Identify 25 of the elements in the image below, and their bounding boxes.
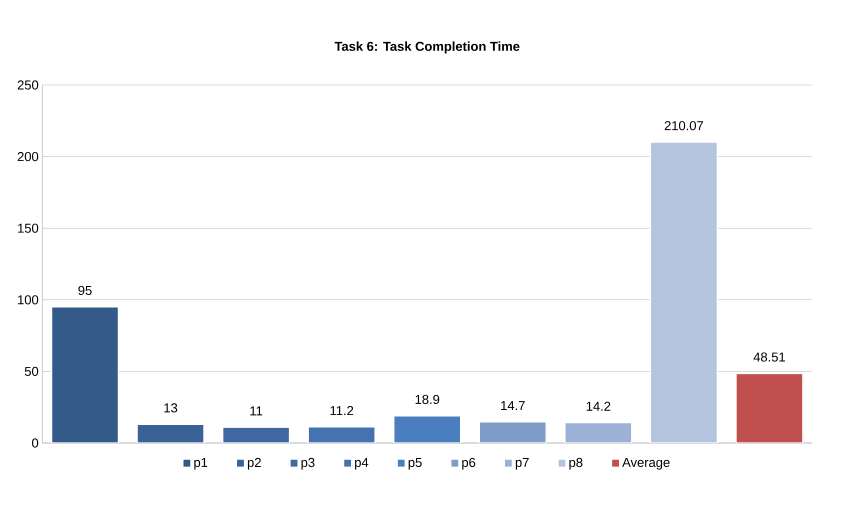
legend-label: p5 xyxy=(408,458,422,470)
legend-label: p4 xyxy=(355,458,368,470)
y-tick-label: 50 xyxy=(24,366,38,376)
y-tick-label: 0 xyxy=(32,438,38,448)
data-label: 14.2 xyxy=(586,402,610,411)
data-label: 11 xyxy=(250,406,262,416)
y-tick-label: 250 xyxy=(18,80,38,90)
y-tick-label: 150 xyxy=(18,224,38,233)
legend-label: Average xyxy=(622,458,670,470)
data-label: 18.9 xyxy=(416,394,440,404)
data-label: 48.51 xyxy=(754,352,786,362)
y-tick-label: 200 xyxy=(18,152,38,162)
data-label: 95 xyxy=(78,286,92,296)
legend-label: p2 xyxy=(248,458,261,470)
data-label: 13 xyxy=(164,403,178,412)
data-label: 14.7 xyxy=(501,401,525,410)
data-label: 11.2 xyxy=(330,406,354,416)
y-tick-label: 100 xyxy=(18,295,38,304)
data-label: 210.07 xyxy=(664,121,704,130)
legend-label: p3 xyxy=(301,458,314,470)
legend-label: p8 xyxy=(569,458,582,470)
legend-label: p6 xyxy=(462,458,476,470)
legend-label: p1 xyxy=(194,458,208,470)
legend-label: p7 xyxy=(516,458,529,470)
chart-title: Task 6: Task Completion Time xyxy=(334,41,520,54)
